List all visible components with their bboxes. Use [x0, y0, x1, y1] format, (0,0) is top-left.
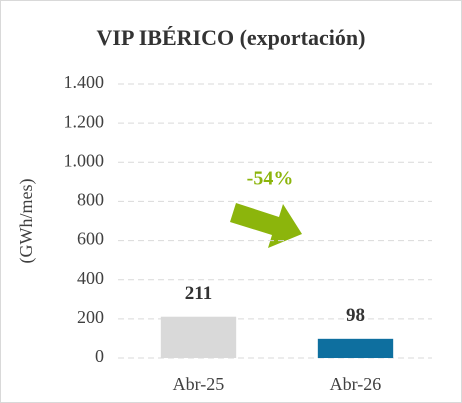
y-tick-label: 600 — [77, 229, 104, 249]
x-tick-label: Abr-26 — [330, 374, 382, 394]
y-tick-label: 1.200 — [64, 111, 105, 131]
data-label: 98 — [346, 305, 365, 326]
bar — [317, 338, 394, 358]
x-tick-label: Abr-25 — [173, 374, 225, 394]
y-tick-label: 200 — [77, 307, 104, 327]
data-label: 211 — [185, 283, 212, 304]
y-tick-label: 800 — [77, 190, 104, 210]
y-tick-label: 400 — [77, 268, 104, 288]
y-tick-label: 1.400 — [64, 72, 105, 92]
y-axis-label: (GWh/mes) — [16, 179, 37, 264]
annotation: -54% — [247, 168, 294, 190]
trend-arrow — [230, 203, 302, 248]
chart-title: VIP IBÉRICO (exportación) — [97, 25, 366, 50]
bar — [160, 316, 237, 358]
y-tick-label: 1.000 — [64, 150, 105, 170]
y-tick-label: 0 — [95, 346, 104, 366]
